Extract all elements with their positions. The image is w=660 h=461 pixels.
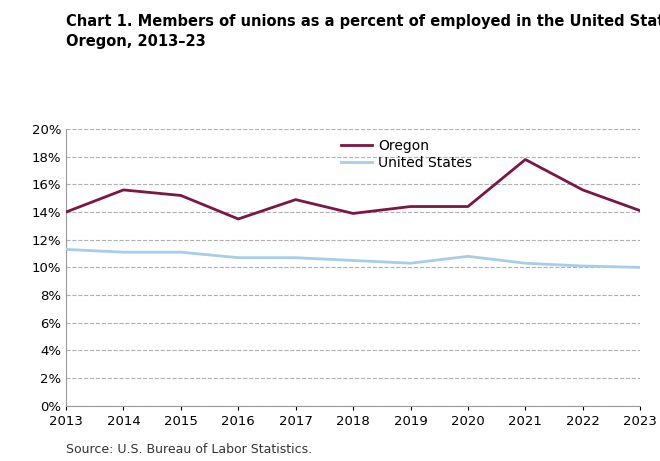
Oregon (292, 197, 300, 202)
Oregon (464, 204, 472, 209)
United States (234, 255, 242, 260)
Oregon (62, 209, 70, 215)
Oregon (119, 187, 127, 193)
United States (579, 263, 587, 269)
Oregon (636, 208, 644, 213)
Line: Oregon: Oregon (66, 160, 640, 219)
Oregon (234, 216, 242, 222)
United States (62, 247, 70, 252)
Oregon (521, 157, 529, 162)
United States (521, 260, 529, 266)
United States (292, 255, 300, 260)
United States (464, 254, 472, 259)
Text: Source: U.S. Bureau of Labor Statistics.: Source: U.S. Bureau of Labor Statistics. (66, 443, 312, 456)
Oregon (407, 204, 414, 209)
Line: United States: United States (66, 249, 640, 267)
Oregon (177, 193, 185, 198)
Legend: Oregon, United States: Oregon, United States (341, 139, 473, 170)
Text: Chart 1. Members of unions as a percent of employed in the United States and
Ore: Chart 1. Members of unions as a percent … (66, 14, 660, 48)
United States (407, 260, 414, 266)
Oregon (579, 187, 587, 193)
Oregon (349, 211, 357, 216)
United States (177, 249, 185, 255)
United States (636, 265, 644, 270)
United States (349, 258, 357, 263)
United States (119, 249, 127, 255)
